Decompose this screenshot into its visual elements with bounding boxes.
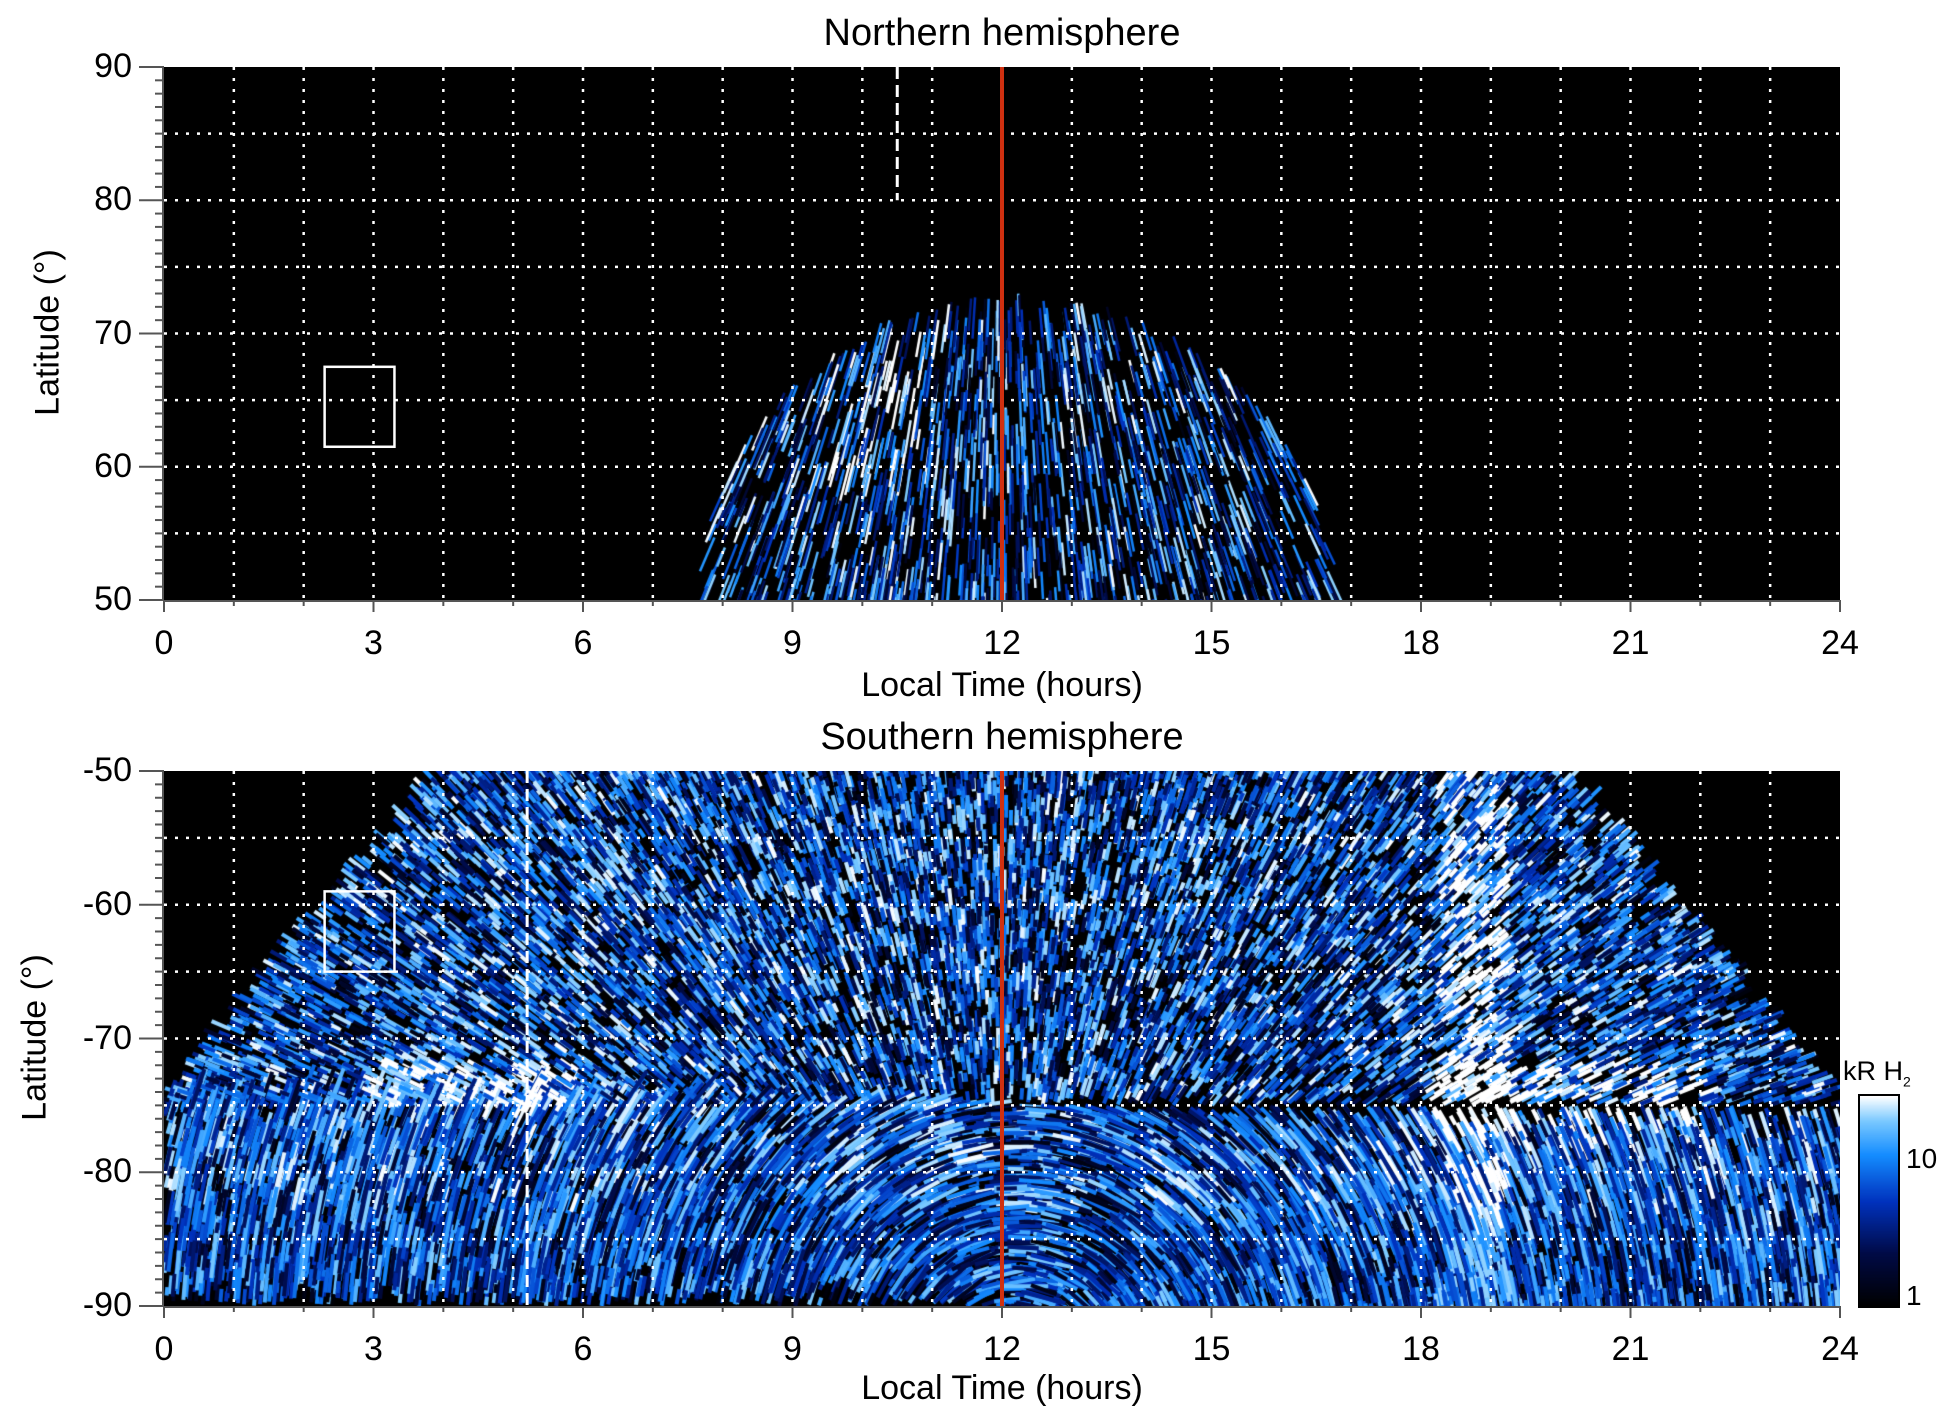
- x-tick-label: 21: [1611, 624, 1650, 662]
- y-tick-label: 60: [94, 446, 132, 485]
- colorbar-title-subscript: 2: [1903, 1073, 1911, 1090]
- region-box: [323, 365, 396, 449]
- x-tick-label: 12: [983, 1330, 1021, 1368]
- x-tick-label: 6: [573, 1330, 593, 1368]
- colorbar-title: kR H2: [1843, 1056, 1911, 1089]
- x-tick-label: 3: [364, 1330, 383, 1368]
- x-tick-label: 18: [1402, 624, 1440, 662]
- y-tick-label: -70: [82, 1018, 132, 1057]
- y-tick-label: 70: [94, 313, 132, 352]
- x-tick-label: 15: [1192, 1330, 1231, 1368]
- x-tick-label: 9: [783, 624, 802, 662]
- y-tick-label: 80: [94, 180, 132, 219]
- y-tick-label: 50: [94, 580, 132, 618]
- x-tick-label: 15: [1192, 624, 1231, 662]
- north-x-axis-label: Local Time (hours): [861, 666, 1143, 704]
- x-tick-label: 6: [573, 624, 593, 662]
- x-tick-label: 21: [1611, 1330, 1650, 1368]
- colorbar-title-text: kR H: [1843, 1056, 1903, 1086]
- y-tick-label: -50: [82, 751, 132, 789]
- colorbar-tick-10: 10: [1906, 1143, 1938, 1174]
- region-box: [323, 890, 396, 973]
- y-tick-label: -80: [82, 1152, 132, 1191]
- x-tick-label: 9: [783, 1330, 802, 1368]
- y-tick-label: -60: [82, 884, 132, 923]
- x-tick-label: 24: [1821, 624, 1859, 662]
- y-tick-label: 90: [94, 47, 132, 85]
- x-tick-label: 3: [364, 624, 383, 662]
- colorbar-tick-1: 1: [1906, 1280, 1922, 1311]
- south-panel-title: Southern hemisphere: [820, 716, 1184, 758]
- y-tick-label: -90: [82, 1286, 132, 1324]
- x-tick-label: 0: [154, 1330, 174, 1368]
- x-tick-label: 24: [1821, 1330, 1859, 1368]
- south-x-axis-label: Local Time (hours): [861, 1369, 1143, 1407]
- colorbar: [1858, 1094, 1900, 1308]
- x-tick-label: 0: [154, 624, 174, 662]
- x-tick-label: 12: [983, 624, 1021, 662]
- north-panel-title: Northern hemisphere: [823, 12, 1181, 54]
- x-tick-label: 18: [1402, 1330, 1440, 1368]
